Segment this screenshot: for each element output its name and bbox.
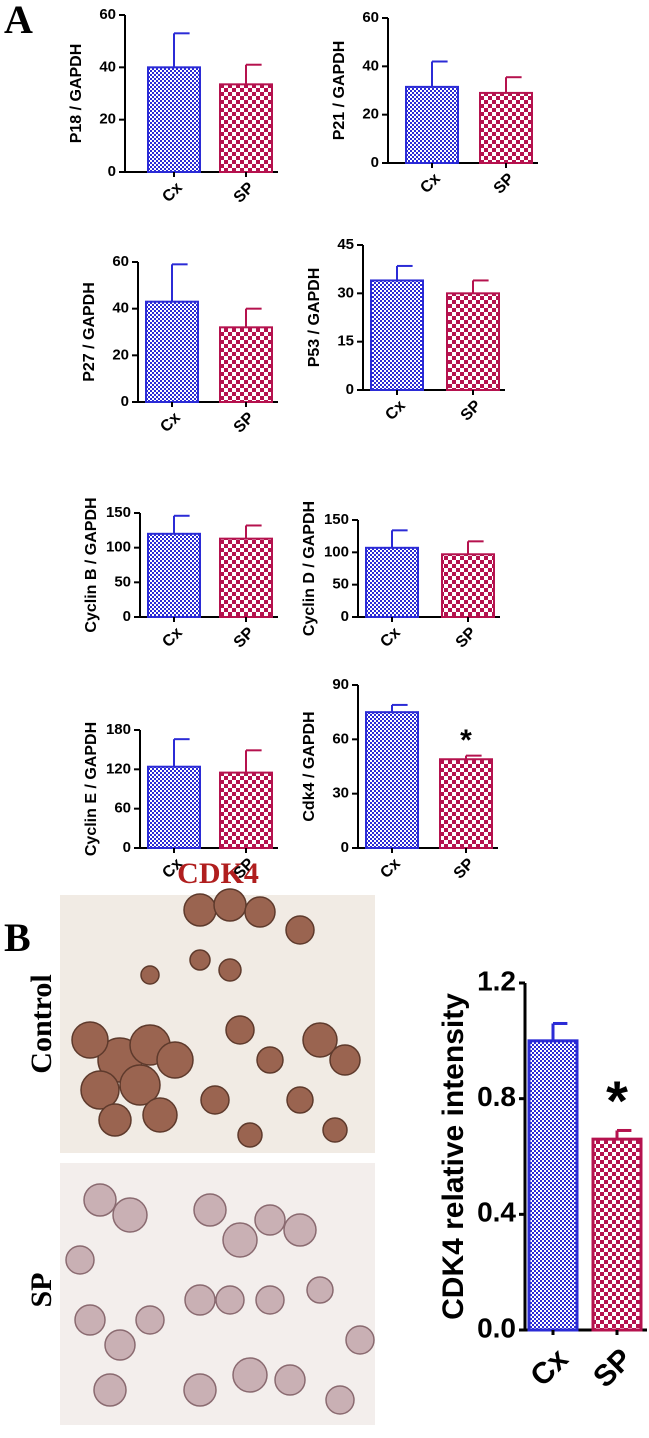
- bar: [219, 537, 273, 618]
- x-tick-label: Cx: [382, 397, 409, 424]
- y-tick-label: 100: [106, 539, 131, 556]
- y-axis-label: Cdk4 / GAPDH: [301, 711, 318, 821]
- y-tick-label: 0: [341, 839, 349, 856]
- bar: [365, 546, 419, 618]
- bar: [219, 771, 273, 849]
- y-tick-label: 0: [121, 393, 129, 410]
- y-tick-label: 150: [324, 511, 349, 528]
- y-axis-label: Cyclin E / GAPDH: [83, 722, 100, 856]
- x-tick-label: SP: [491, 170, 518, 197]
- x-tick-label: SP: [451, 855, 478, 882]
- y-tick-label: 120: [106, 760, 131, 777]
- y-tick-label: 15: [337, 333, 354, 350]
- y-tick-label: 60: [99, 6, 116, 23]
- panel-label: B: [4, 915, 31, 960]
- row-label: Control: [25, 974, 58, 1073]
- y-axis-label: Cyclin B / GAPDH: [83, 497, 100, 632]
- y-tick-label: 20: [112, 346, 129, 363]
- bar: [591, 1137, 643, 1332]
- x-tick-label: SP: [453, 624, 480, 651]
- bar: [479, 91, 533, 164]
- bar: [147, 532, 201, 618]
- y-tick-label: 40: [99, 58, 116, 75]
- y-tick-label: 60: [114, 800, 131, 817]
- x-tick-label: Cx: [159, 624, 186, 651]
- x-tick-label: SP: [231, 409, 258, 436]
- y-tick-label: 180: [106, 721, 131, 738]
- bar: [441, 553, 495, 618]
- y-axis-label: P18 / GAPDH: [68, 44, 85, 144]
- y-tick-label: 0: [346, 381, 354, 398]
- y-tick-label: 60: [112, 253, 129, 270]
- y-tick-label: 1.2: [477, 965, 516, 996]
- y-tick-label: 60: [362, 9, 379, 26]
- y-axis-label: P27 / GAPDH: [81, 282, 98, 382]
- bar: [145, 300, 199, 403]
- y-axis-label: P53 / GAPDH: [306, 268, 323, 368]
- bar: [219, 326, 273, 404]
- bar: [405, 85, 459, 164]
- y-axis-label: Cyclin D / GAPDH: [301, 501, 318, 636]
- x-tick-label: Cx: [159, 179, 186, 206]
- y-tick-label: 0: [341, 608, 349, 625]
- y-tick-label: 90: [332, 676, 349, 693]
- y-tick-label: 0.4: [477, 1197, 516, 1228]
- x-tick-label: Cx: [377, 855, 404, 882]
- y-tick-label: 0: [371, 154, 379, 171]
- significance-mark: *: [606, 1069, 628, 1132]
- y-tick-label: 20: [99, 111, 116, 128]
- y-tick-label: 0.8: [477, 1081, 516, 1112]
- x-tick-label: SP: [587, 1342, 639, 1394]
- row-label: SP: [25, 1272, 58, 1307]
- y-tick-label: 50: [114, 573, 131, 590]
- bar: [365, 711, 419, 850]
- x-tick-label: Cx: [157, 409, 184, 436]
- x-tick-label: SP: [231, 179, 258, 206]
- x-tick-label: SP: [231, 624, 258, 651]
- y-tick-label: 50: [332, 576, 349, 593]
- bar: [446, 292, 500, 392]
- bar: [527, 1039, 579, 1332]
- micrograph: [60, 888, 375, 1425]
- image-title: CDK4: [177, 857, 259, 890]
- y-tick-label: 0.0: [477, 1312, 516, 1343]
- bar: [370, 279, 424, 392]
- y-tick-label: 100: [324, 543, 349, 560]
- x-tick-label: SP: [458, 397, 485, 424]
- x-tick-label: Cx: [417, 170, 444, 197]
- y-tick-label: 20: [362, 106, 379, 123]
- x-tick-label: Cx: [377, 624, 404, 651]
- x-tick-label: Cx: [524, 1342, 575, 1393]
- bar: [147, 765, 201, 850]
- bar: [147, 66, 201, 173]
- y-tick-label: 0: [108, 163, 116, 180]
- y-tick-label: 30: [337, 284, 354, 301]
- bar: [219, 83, 273, 173]
- y-tick-label: 0: [123, 839, 131, 856]
- y-axis-label: CDK4 relative intensity: [437, 993, 470, 1320]
- y-tick-label: 45: [337, 236, 354, 253]
- y-tick-label: 150: [106, 504, 131, 521]
- y-tick-label: 30: [332, 785, 349, 802]
- y-axis-label: P21 / GAPDH: [331, 41, 348, 141]
- y-tick-label: 40: [362, 57, 379, 74]
- y-tick-label: 60: [332, 730, 349, 747]
- bar: [439, 758, 493, 849]
- y-tick-label: 0: [123, 608, 131, 625]
- panel-label: A: [4, 0, 33, 42]
- significance-mark: *: [460, 724, 472, 757]
- y-tick-label: 40: [112, 300, 129, 317]
